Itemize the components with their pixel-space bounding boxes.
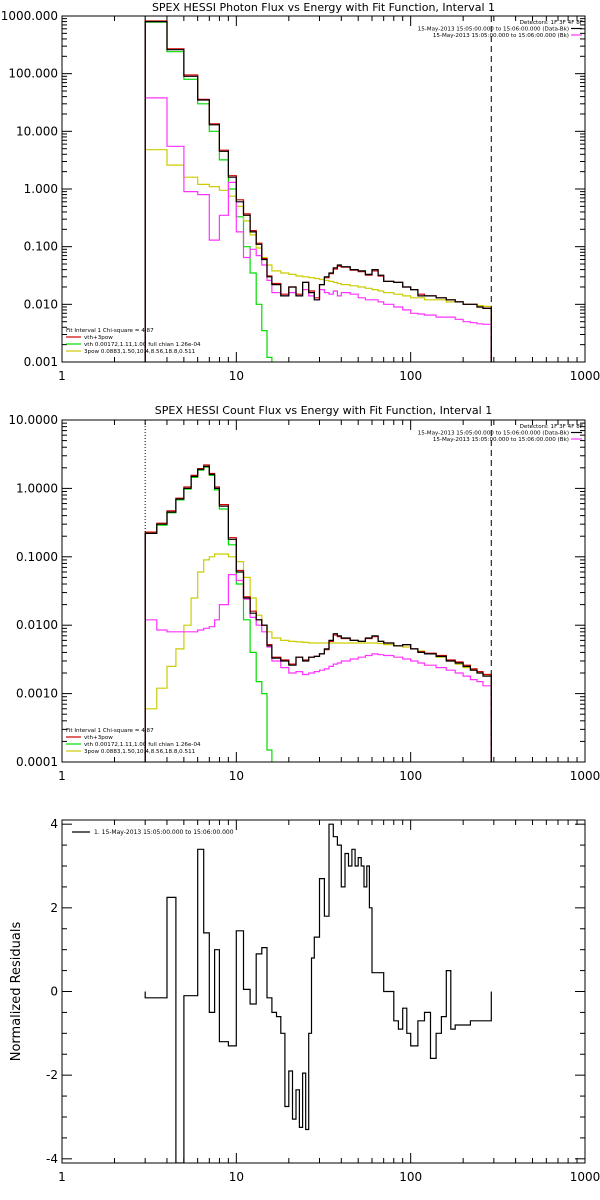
series-line-0 [144, 823, 492, 1163]
residuals-panel: Normalized Residuals 1 10 100 1000 4 2 0 -2 -4 1. … [9, 817, 600, 1184]
y-tick-label: 100.000 [8, 67, 58, 81]
y-tick-label: 1.000 [24, 182, 58, 196]
y-tick-label: 0.1000 [16, 550, 58, 564]
x-ticks [61, 16, 578, 362]
legend-entry: 15-May-2013 15:05:00.000 to 15:06:00.000… [433, 33, 569, 39]
legend-entry: 15-May-2013 15:05:00.000 to 15:06:00.000… [418, 27, 569, 33]
y-tick-label: -4 [46, 1152, 58, 1166]
y-tick-label: 0.010 [24, 297, 58, 311]
chart-title: SPEX HESSI Photon Flux vs Energy with Fi… [152, 1, 495, 14]
count-flux-panel: SPEX HESSI Count Flux vs Energy with Fit… [8, 404, 600, 783]
series-line-3 [144, 466, 492, 762]
x-tick-label: 1 [58, 369, 66, 383]
legend-fit-entry: vth 0.00172,1.11,1.00 full chian 1.26e-0… [84, 742, 201, 748]
series-line-0 [144, 21, 492, 362]
legend-fit-entry: 3pow 0.0883,1.50,10.4,8.56,18.8,0.511 [84, 349, 196, 355]
series-line-2 [144, 574, 492, 762]
plot-area [144, 464, 492, 762]
y-tick-label: 0.0001 [16, 755, 58, 769]
series-line-1 [144, 464, 492, 762]
x-tick-label: 10 [229, 1170, 244, 1184]
chart-title: SPEX HESSI Count Flux vs Energy with Fit… [155, 404, 492, 417]
series-line-2 [144, 97, 492, 362]
x-ticks [61, 820, 578, 1163]
series-line-4 [144, 149, 492, 362]
x-tick-label: 1000 [570, 1170, 600, 1184]
y-tick-label: 2 [50, 901, 58, 915]
legend-entry: 15-May-2013 15:05:00.000 to 15:06:00.000… [433, 437, 569, 443]
photon-flux-panel: SPEX HESSI Photon Flux vs Energy with Fi… [1, 1, 600, 383]
x-tick-label: 1000 [570, 769, 600, 783]
x-tick-label: 1 [58, 769, 66, 783]
x-tick-label: 10 [229, 369, 244, 383]
y-tick-label: 0.0100 [16, 618, 58, 632]
x-tick-label: 100 [399, 769, 422, 783]
y-tick-label: 1.0000 [16, 481, 58, 495]
x-ticks [61, 420, 578, 762]
legend-detectors: Detectors: 1F 3F 4F 8F [520, 424, 583, 430]
y-tick-label: 0.001 [24, 355, 58, 369]
x-tick-label: 100 [399, 369, 422, 383]
legend-fit-entry: vth 0.00172,1.11,1.00 full chian 1.26e-0… [84, 342, 201, 348]
legend-fit-entry: Fit Interval 1 Chi-square = 4.87 [66, 328, 154, 334]
legend-detectors: Detectors: 1F 3F 4F 8F [520, 20, 583, 26]
plot-frame [61, 419, 586, 763]
plot-area [144, 20, 492, 362]
y-ticks [62, 15, 585, 363]
y-tick-label: 10.0000 [8, 413, 58, 427]
y-tick-label: 4 [50, 817, 58, 831]
y-tick-label: 0 [50, 985, 58, 999]
legend-fit-entry: vth+3pow [84, 735, 113, 741]
legend-entry: 1. 15-May-2013 15:05:00.000 to 15:06:00.… [94, 829, 234, 836]
legend-fit-entry: vth+3pow [84, 335, 113, 341]
x-tick-label: 1000 [570, 369, 600, 383]
y-ticks [62, 823, 585, 1160]
y-tick-label: -2 [46, 1068, 58, 1082]
series-line-4 [144, 553, 492, 762]
x-tick-label: 100 [399, 1170, 422, 1184]
plot-frame [61, 15, 586, 363]
legend-entry: 15-May-2013 15:05:00.000 to 15:06:00.000… [418, 431, 569, 437]
y-tick-label: 10.000 [16, 124, 58, 138]
y-tick-label: 0.100 [24, 240, 58, 254]
legend-fit-entry: 3pow 0.0883,1.50,10.4,8.56,18.8,0.511 [84, 749, 196, 755]
legend-fit-entry: Fit Interval 1 Chi-square = 4.87 [66, 728, 154, 734]
x-tick-label: 10 [229, 769, 244, 783]
y-tick-label: 0.0010 [16, 687, 58, 701]
x-tick-label: 1 [58, 1170, 66, 1184]
plot-frame [61, 819, 586, 1164]
plot-area [144, 823, 492, 1163]
series-line-0 [144, 465, 492, 762]
y-tick-label: 1000.000 [1, 9, 58, 23]
y-axis-label: Normalized Residuals [9, 922, 24, 1062]
y-ticks [62, 419, 585, 763]
